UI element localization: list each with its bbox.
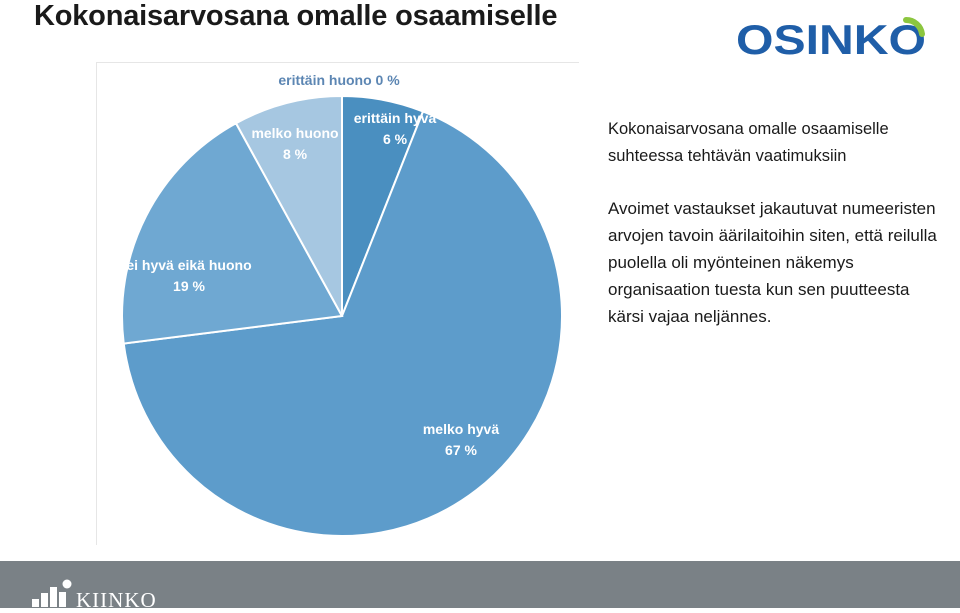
pie-slice-melko-huono [234, 94, 343, 317]
page-title: Kokonaisarvosana omalle osaamiselle [34, 0, 558, 32]
footer-brand-text: KIINKO [76, 588, 157, 612]
pie-label-melko-huono: melko huono [251, 125, 338, 141]
pie-value-erittäin-hyvä: 6 % [383, 131, 408, 147]
pie-label-melko-hyvä: melko hyvä [423, 421, 499, 437]
side-body: Avoimet vastaukset jakautuvat numeeriste… [608, 199, 937, 326]
kiinko-logo-icon [32, 579, 72, 607]
pie-value-melko-hyvä: 67 % [445, 442, 477, 458]
osinko-logo-text: OSINKO [736, 16, 926, 63]
pie-label-ei-hyvä-eikä-huono: ei hyvä eikä huono [126, 257, 251, 273]
pie-label-erittäin-hyvä: erittäin hyvä [354, 110, 437, 126]
pie-value-melko-huono: 8 % [283, 146, 308, 162]
pie-slice-melko-hyvä [122, 110, 563, 537]
osinko-logo: OSINKO [736, 16, 926, 63]
pie-chart-area: erittäin hyvä 6 % melko hyvä 67 % ei hyvä ei… [96, 62, 579, 545]
pie-value-ei-hyvä-eikä-huono: 19 % [173, 278, 205, 294]
pie-label-erittäin-huono: erittäin huono 0 % [278, 72, 400, 88]
pie-chart: erittäin hyvä 6 % melko hyvä 67 % ei hyvä ei… [121, 72, 563, 537]
side-text-panel: Kokonaisarvosana omalle osaamiselle suht… [608, 116, 938, 330]
footer-bar: KIINKO [0, 561, 960, 612]
logo-accent-arc [903, 16, 925, 37]
pie-slice-ei-hyvä-eikä-huono [121, 121, 344, 345]
side-heading: Kokonaisarvosana omalle osaamiselle suht… [608, 120, 889, 165]
